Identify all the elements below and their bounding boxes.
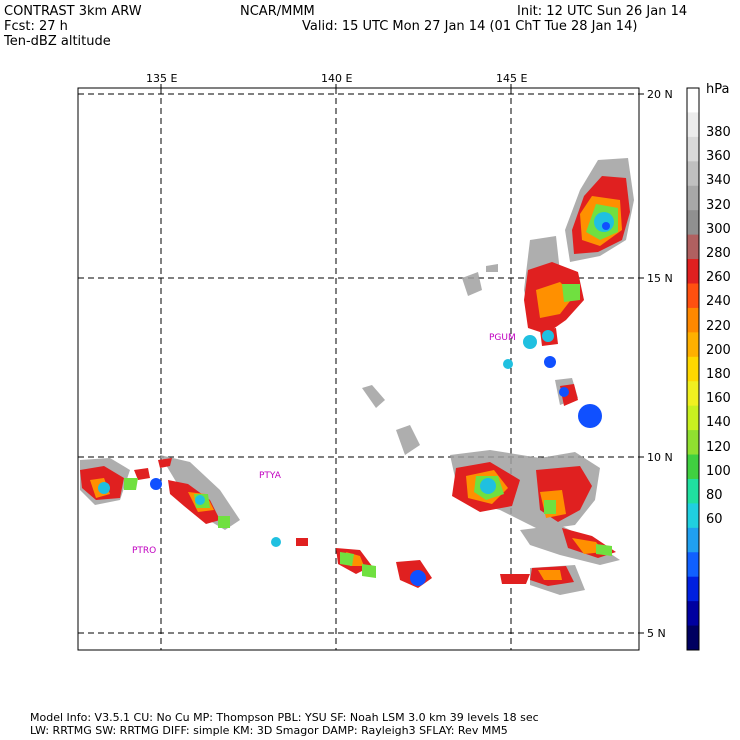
colorbar-swatch: [687, 307, 699, 333]
colorbar-tick-label: 120: [706, 439, 731, 455]
colorbar-tick-label: 300: [706, 221, 731, 237]
colorbar-tick-label: 100: [706, 463, 731, 479]
colorbar-swatch: [687, 454, 699, 480]
colorbar-swatch: [687, 405, 699, 431]
valid-time: Valid: 15 UTC Mon 27 Jan 14 (01 ChT Tue …: [302, 19, 638, 34]
colorbar-tick-label: 240: [706, 294, 731, 310]
colorbar-swatch: [687, 161, 699, 187]
station-pgum: PGUM: [489, 333, 516, 343]
colorbar-frame: [686, 87, 700, 651]
center-name: NCAR/MMM: [240, 4, 315, 19]
lat-label-10n: 10 N: [647, 451, 673, 464]
gridlines: [78, 88, 639, 650]
colorbar-tick-label: 380: [706, 125, 731, 140]
colorbar-swatch: [687, 332, 699, 358]
colorbar-swatch: [687, 259, 699, 284]
colorbar-tick-label: 140: [706, 415, 731, 431]
colorbar-tick-label: 260: [706, 270, 731, 286]
colorbar-unit: hPa: [706, 82, 730, 97]
colorbar-swatch: [687, 283, 699, 309]
colorbar-tick-label: 220: [706, 318, 731, 334]
ticks: [160, 84, 644, 634]
colorbar-tick-label: 200: [706, 342, 731, 358]
colorbar-tick-label: 80: [706, 488, 723, 503]
colorbar-swatch: [687, 381, 699, 407]
model-title: CONTRAST 3km ARW: [4, 4, 142, 19]
lat-label-15n: 15 N: [647, 272, 673, 285]
colorbar-swatch: [687, 625, 699, 651]
model-info-line1: Model Info: V3.5.1 CU: No Cu MP: Thompso…: [30, 711, 539, 724]
colorbar-swatch: [687, 527, 699, 553]
colorbar-swatch: [687, 503, 699, 529]
field-name: Ten-dBZ altitude: [4, 34, 111, 49]
colorbar-swatch: [687, 112, 699, 138]
lat-label-20n: 20 N: [647, 88, 673, 101]
colorbar-swatch: [687, 88, 699, 113]
lon-label-145: 145 E: [496, 72, 528, 85]
colorbar-swatch: [687, 576, 699, 602]
colorbar: [686, 87, 700, 651]
echo-blue: [150, 222, 610, 586]
colorbar-tick-label: 340: [706, 173, 731, 189]
forecast-hour: Fcst: 27 h: [4, 19, 68, 34]
colorbar-tick-label: 160: [706, 391, 731, 407]
station-ptro: PTRO: [132, 546, 157, 556]
colorbar-swatch: [687, 601, 699, 627]
model-info-line2: LW: RRTMG SW: RRTMG DIFF: simple KM: 3D …: [30, 724, 508, 737]
colorbar-swatch: [687, 552, 699, 578]
colorbar-tick-label: 60: [706, 512, 723, 528]
colorbar-swatch: [687, 430, 699, 456]
colorbar-swatch: [687, 210, 699, 236]
init-time: Init: 12 UTC Sun 26 Jan 14: [517, 4, 688, 19]
station-ptya: PTYA: [259, 471, 281, 481]
colorbar-tick-label: 360: [706, 149, 731, 165]
colorbar-swatch: [687, 478, 699, 504]
colorbar-swatch: [687, 136, 699, 162]
colorbar-tick-label: 280: [706, 246, 731, 261]
colorbar-swatch: [687, 356, 699, 382]
colorbar-tick-label: 180: [706, 367, 731, 382]
colorbar-swatch: [687, 234, 699, 260]
echo-cyan: [98, 212, 614, 547]
colorbar-swatch: [687, 185, 699, 211]
lat-label-5n: 5 N: [647, 627, 666, 640]
colorbar-tick-label: 320: [706, 197, 731, 213]
lon-label-135: 135 E: [146, 72, 178, 85]
lon-label-140: 140 E: [321, 72, 353, 85]
